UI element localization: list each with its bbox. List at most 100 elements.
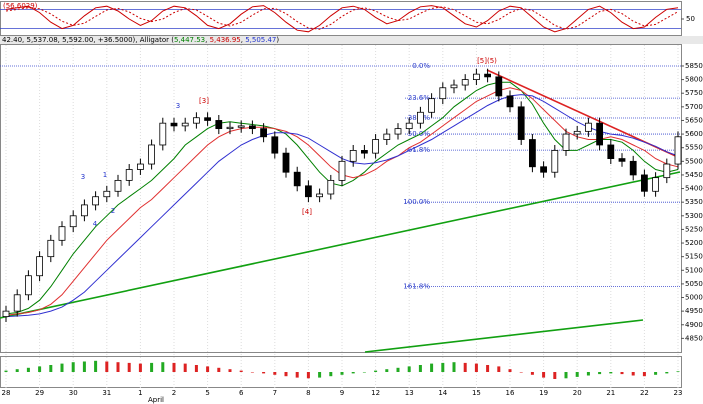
candle-body	[293, 171, 301, 187]
candle-body	[540, 166, 547, 173]
wave-label: [4]	[302, 208, 312, 216]
histogram-bar	[38, 366, 42, 372]
fib-label: 50.0%	[408, 130, 431, 138]
candle-body	[416, 111, 424, 124]
x-tick-label: 21	[606, 389, 615, 397]
histogram-bar	[430, 363, 434, 372]
y-tick-label: 5050	[685, 280, 703, 288]
x-tick-label: 20	[573, 389, 582, 397]
x-tick-label: 28	[2, 389, 11, 397]
header-part: Alligator (	[140, 36, 174, 44]
wave-label: 3	[176, 102, 180, 110]
wave-label: [3]	[199, 97, 209, 105]
wave-label: 2	[111, 207, 115, 215]
x-tick-label: 31	[102, 389, 111, 397]
candle-body	[36, 256, 43, 277]
histogram-bar	[306, 372, 310, 379]
fib-label: 0.0%	[412, 62, 430, 70]
candle-body	[215, 120, 223, 130]
candle-body	[562, 133, 570, 151]
histogram-bar	[530, 372, 534, 375]
histogram-bar	[318, 372, 322, 378]
candle-body	[192, 117, 200, 124]
histogram-bar	[82, 361, 86, 372]
trend-line	[0, 171, 681, 319]
histogram-bar	[49, 365, 53, 372]
y-tick-label: 5850	[685, 62, 703, 70]
candle-body	[439, 87, 447, 100]
histogram-bar	[474, 363, 478, 372]
header-part: 5,505.47	[245, 36, 276, 44]
y-tick-label: 5200	[685, 239, 703, 247]
histogram-bar	[116, 362, 120, 372]
histogram-bar	[486, 365, 490, 372]
histogram-bar	[250, 372, 254, 373]
candle-body	[136, 163, 144, 170]
histogram-bar	[631, 372, 635, 376]
histogram-bar	[463, 362, 467, 372]
x-tick-label: 15	[472, 389, 481, 397]
candle-body	[349, 150, 357, 162]
candle-body	[641, 174, 648, 192]
x-group-label: April	[148, 396, 164, 404]
histogram-bar	[374, 370, 378, 372]
candle-body	[159, 122, 167, 146]
histogram-bar	[206, 366, 210, 372]
candle-body	[237, 125, 245, 128]
candle-body	[529, 139, 536, 168]
candle-body	[405, 122, 413, 130]
candle-body	[148, 144, 156, 165]
histogram-bar	[609, 372, 613, 374]
y-tick-label: 4850	[685, 334, 703, 342]
candle-body	[125, 169, 133, 181]
y-tick-label: 5250	[685, 225, 703, 233]
histogram-bar	[340, 372, 344, 375]
header-part: 5,436.95	[210, 36, 241, 44]
header-part: 5,447.53	[174, 36, 205, 44]
histogram-bar	[127, 362, 131, 372]
candle-body	[58, 226, 66, 241]
candle-body	[506, 95, 514, 108]
histogram-bar	[183, 363, 187, 372]
series-line	[5, 5, 679, 33]
y-tick-label: 5350	[685, 198, 703, 206]
x-tick-label: 9	[340, 389, 344, 397]
histogram-bar	[194, 365, 198, 372]
histogram-bar	[418, 365, 422, 372]
candle-body	[327, 179, 335, 195]
oscillator-label: (56.6029)	[3, 2, 38, 10]
candle-body	[304, 185, 312, 198]
series-line	[5, 6, 679, 30]
histogram-bar	[497, 366, 501, 372]
y-tick-label: 4900	[685, 321, 703, 329]
candle-body	[24, 275, 32, 296]
x-tick-label: 13	[405, 389, 414, 397]
histogram-bar	[519, 372, 523, 373]
histogram-bar	[385, 369, 389, 372]
histogram-bar	[665, 372, 669, 374]
histogram-bar	[284, 372, 288, 377]
candle-body	[652, 177, 659, 192]
candle-body	[450, 84, 458, 89]
x-tick-label: 23	[674, 389, 683, 397]
histogram-bar	[542, 372, 546, 378]
histogram-bar	[138, 363, 142, 372]
x-tick-label: 1	[138, 389, 142, 397]
histogram-bar	[586, 372, 590, 376]
histogram-bar	[71, 362, 75, 372]
histogram-bar	[642, 372, 646, 377]
wave-label: 3	[81, 173, 85, 181]
candle-body	[316, 193, 324, 198]
x-tick-label: 16	[506, 389, 515, 397]
histogram-bar	[161, 362, 165, 372]
y-tick-label: 5000	[685, 294, 703, 302]
candle-body	[2, 310, 10, 317]
histogram-bar	[654, 372, 658, 375]
histogram-bar	[598, 372, 602, 375]
candle-body	[13, 294, 21, 312]
wave-label: [5](5)	[477, 57, 497, 65]
header-strip	[0, 36, 703, 44]
histogram-bar	[441, 362, 445, 372]
y-tick-label: 5650	[685, 116, 703, 124]
y-tick-label: 50	[686, 15, 695, 23]
